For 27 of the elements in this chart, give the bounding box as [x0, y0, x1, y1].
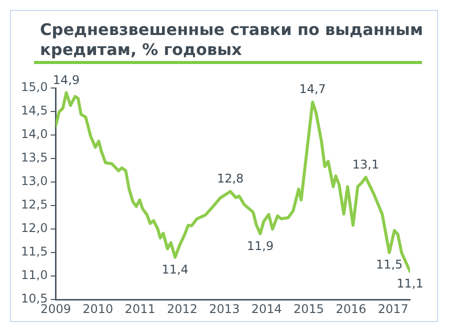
y-tick-label: 12,0: [21, 221, 48, 236]
x-tick-label: 2009: [40, 302, 71, 316]
annotation: 14,9: [52, 72, 80, 87]
annotation: 13,1: [352, 157, 380, 172]
y-tick-label: 14,0: [21, 127, 48, 142]
annotation: 11,4: [162, 262, 188, 276]
x-tick-label: 2015: [294, 302, 324, 316]
y-tick-label: 12,5: [21, 198, 48, 212]
annotation: 12,8: [216, 172, 244, 186]
y-tick-label: 13,0: [21, 174, 48, 188]
y-tick-label: 11,5: [21, 244, 48, 259]
y-tick-label: 15,0: [21, 80, 48, 94]
annotation: 11,5: [376, 258, 403, 272]
chart-title: Средневзвешенные ставки по выданным кредитам, % годовых: [40, 20, 424, 60]
y-tick-label: 11,0: [21, 268, 48, 282]
annotation: 11,1: [396, 276, 424, 291]
x-tick-label: 2010: [82, 302, 114, 316]
x-tick-label: 2014: [251, 302, 282, 316]
x-tick-label: 2017: [378, 302, 408, 316]
x-tick-label: 2011: [124, 302, 156, 316]
x-tick-label: 2016: [336, 302, 366, 316]
x-tick-label: 2012: [166, 302, 198, 316]
y-tick-label: 13,5: [21, 150, 48, 165]
annotation: 14,7: [299, 82, 326, 96]
x-tick-label: 2013: [209, 302, 240, 316]
y-tick-label: 14,5: [21, 104, 48, 118]
annotation: 11,9: [246, 238, 274, 253]
